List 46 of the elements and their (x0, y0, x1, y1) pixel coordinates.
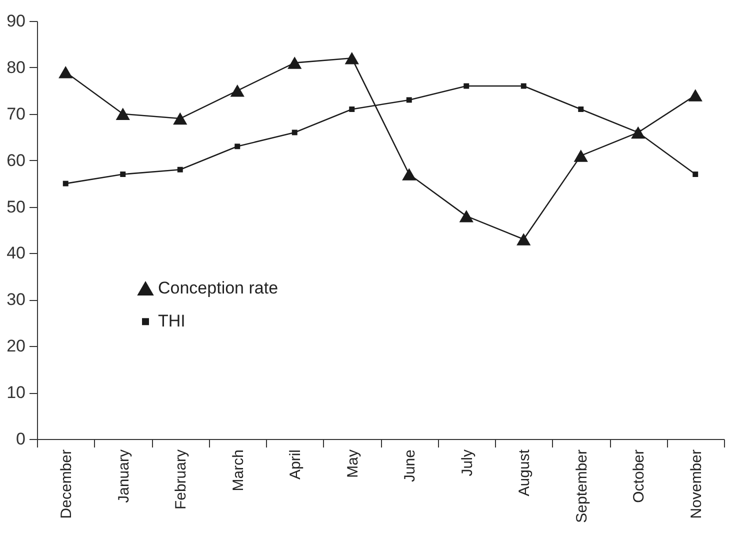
point (688, 89, 702, 102)
y-tick-label: 40 (6, 244, 26, 263)
point (459, 210, 474, 222)
x-tick-label: April (287, 450, 304, 480)
point (58, 66, 73, 78)
point (234, 144, 240, 150)
x-tick-label: February (172, 449, 190, 510)
point (62, 180, 68, 186)
legend-label: Conception rate (158, 278, 278, 298)
point (578, 106, 584, 112)
x-tick-label: May (344, 449, 362, 478)
point (464, 83, 470, 89)
x-tick-label: September (573, 449, 590, 523)
x-tick-label: January (115, 449, 132, 503)
x-tick-label: July (458, 449, 476, 476)
y-tick-label: 30 (6, 290, 26, 310)
y-tick-label: 60 (6, 150, 26, 170)
legend-label: THI (158, 312, 186, 331)
point (692, 172, 698, 178)
y-tick-label: 50 (6, 197, 26, 216)
x-tick-label: November (688, 450, 705, 519)
x-tick-label: June (402, 450, 419, 482)
point (116, 108, 130, 120)
x-tick-label: October (630, 450, 648, 503)
point (173, 112, 188, 125)
point (574, 150, 588, 162)
point (230, 84, 244, 97)
point (402, 168, 416, 180)
x-tick-label: March (230, 450, 247, 492)
x-tick-label: August (516, 448, 534, 496)
y-tick-label: 80 (6, 58, 26, 77)
point (292, 130, 298, 136)
point (349, 106, 355, 112)
point (406, 97, 412, 103)
point (288, 56, 302, 69)
x-tick-label: December (58, 450, 76, 519)
y-tick-label: 90 (6, 12, 26, 30)
y-tick-label: 0 (16, 430, 26, 448)
point (120, 172, 126, 178)
point (516, 233, 531, 246)
point (520, 83, 526, 89)
point (177, 166, 183, 172)
y-tick-label: 70 (6, 104, 26, 124)
point (344, 52, 359, 64)
y-tick-label: 10 (6, 383, 26, 402)
y-tick-label: 20 (6, 336, 26, 356)
